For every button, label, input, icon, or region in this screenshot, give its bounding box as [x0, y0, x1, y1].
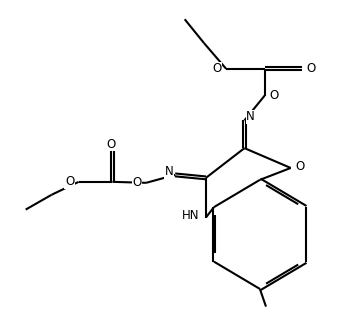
Text: HN: HN: [182, 209, 200, 222]
Text: O: O: [269, 89, 279, 102]
Text: O: O: [106, 138, 115, 151]
Text: O: O: [296, 160, 305, 173]
Text: O: O: [213, 62, 222, 75]
Text: N: N: [164, 165, 173, 178]
Text: O: O: [306, 62, 316, 75]
Text: O: O: [132, 176, 142, 189]
Text: N: N: [246, 111, 255, 124]
Text: O: O: [65, 175, 74, 188]
